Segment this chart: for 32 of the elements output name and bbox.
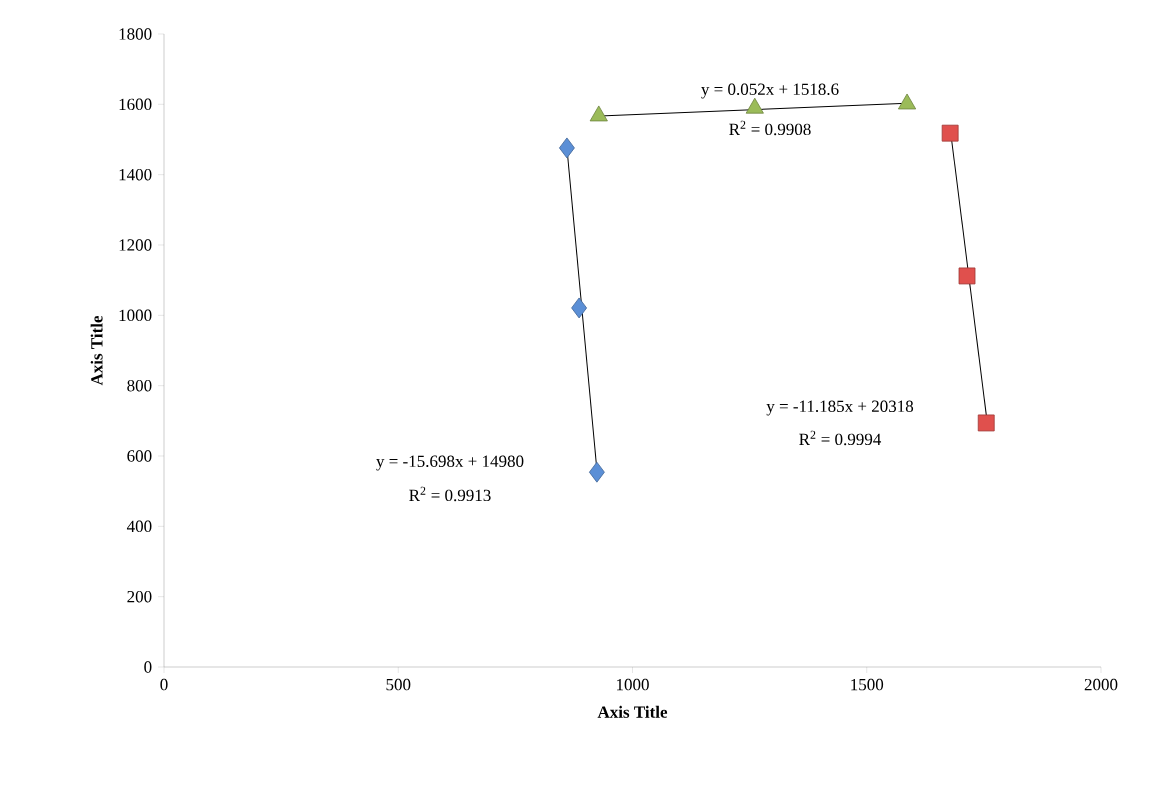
point xyxy=(977,414,995,432)
annotation: R$^{2}$ = 0.9913 xyxy=(409,486,491,502)
point xyxy=(589,105,608,122)
point xyxy=(958,267,976,285)
y-tick-label: 0 xyxy=(144,661,152,673)
point xyxy=(745,97,764,114)
y-tick-label: 1200 xyxy=(119,239,152,251)
annotation: y = -15.698x + 14980 xyxy=(376,455,524,471)
annotation: R$^{2}$ = 0.9994 xyxy=(799,430,882,446)
y-tick-label: 1000 xyxy=(119,309,152,322)
y-tick-label: 1600 xyxy=(119,98,152,111)
y-tick-label: 800 xyxy=(127,379,152,392)
point xyxy=(559,137,575,159)
y-axis-title: Axis Title xyxy=(90,315,103,386)
y-tick-label: 600 xyxy=(127,450,152,462)
y-tick-label: 400 xyxy=(126,520,152,533)
x-tick-label: 0 xyxy=(160,678,168,691)
annotation: R$^{2}$ = 0.9908 xyxy=(729,120,811,136)
y-tick-label: 200 xyxy=(127,590,152,603)
point xyxy=(897,93,917,110)
x-tick-label: 1500 xyxy=(851,678,884,691)
x-tick-label: 2000 xyxy=(1084,678,1118,691)
point xyxy=(571,297,587,319)
y-tick-label: 1800 xyxy=(119,28,152,40)
x-tick-label: 1000 xyxy=(617,678,649,691)
x-axis-title: Axis Title xyxy=(597,705,668,718)
annotation: y = 0.052x + 1518.6 xyxy=(701,83,839,99)
y-tick-label: 1400 xyxy=(119,168,152,181)
x-tick-label: 500 xyxy=(386,678,411,691)
point xyxy=(589,461,605,483)
point xyxy=(941,124,959,142)
annotation: y = -11.185x + 20318 xyxy=(766,400,914,416)
